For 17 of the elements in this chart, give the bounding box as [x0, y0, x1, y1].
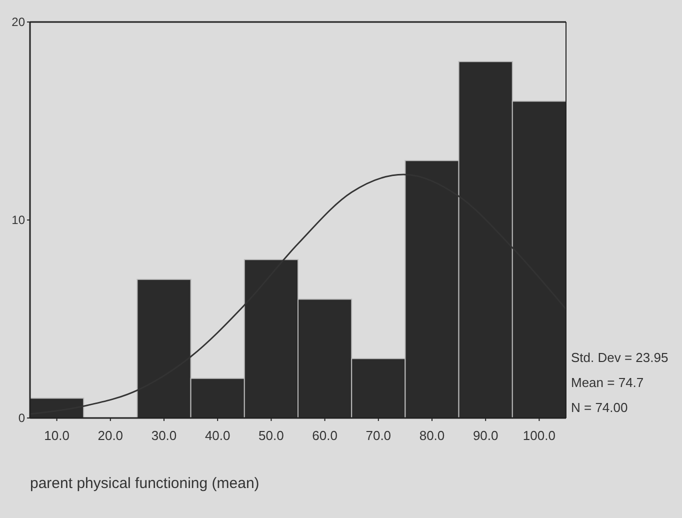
x-tick-label: 60.0	[312, 428, 338, 443]
text: N = 74.00	[571, 400, 628, 415]
y-tick-label: 0	[18, 411, 26, 426]
x-tick-label: 80.0	[419, 428, 445, 443]
x-tick-label: 100.0	[522, 428, 556, 443]
y-tick-label: 20	[12, 15, 26, 30]
x-tick-label: 20.0	[98, 428, 124, 443]
y-tick-label: 10	[12, 213, 26, 228]
x-tick-label: 70.0	[366, 428, 392, 443]
text: Mean = 74.7	[571, 375, 644, 390]
text: Std. Dev = 23.95	[571, 350, 668, 365]
x-axis-title: parent physical functioning (mean)	[30, 475, 260, 492]
x-tick-label: 40.0	[204, 428, 230, 443]
x-tick-label: 30.0	[151, 428, 177, 443]
x-tick-label: 10.0	[44, 428, 70, 443]
x-tick-label: 90.0	[472, 428, 498, 443]
x-tick-label: 50.0	[258, 428, 284, 443]
